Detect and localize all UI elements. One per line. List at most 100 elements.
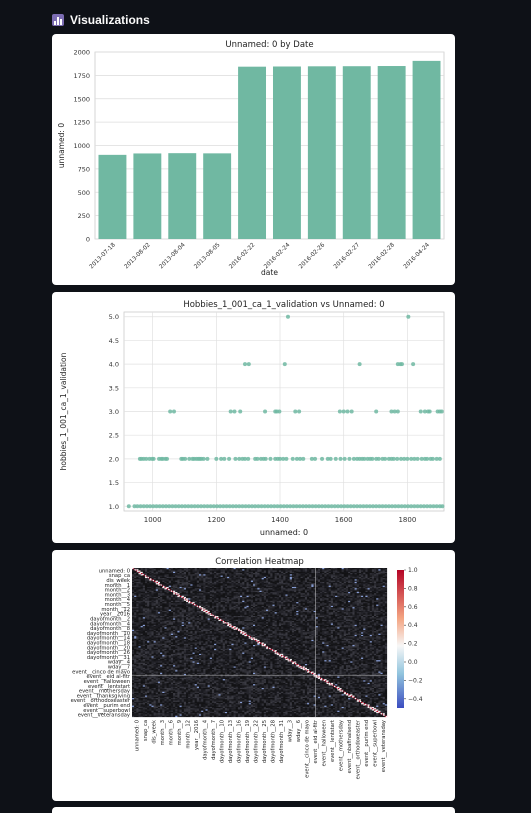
data-point	[338, 410, 342, 414]
y-tick-label: 750	[78, 165, 90, 173]
bar	[308, 66, 336, 239]
data-point	[400, 362, 404, 366]
heatmap-col-label: event__purim end	[364, 720, 370, 767]
y-tick-label: 2000	[73, 49, 90, 57]
heatmap-col-label: event__nbafinalsend	[347, 720, 353, 773]
data-point	[395, 457, 399, 461]
colorbar-tick-label: −0.4	[408, 696, 423, 703]
data-point	[416, 457, 420, 461]
data-point	[247, 362, 251, 366]
x-tick-label: 2013-08-02	[124, 242, 152, 270]
x-tick-label: 2016-02-22	[228, 242, 256, 270]
y-tick-label: 4.0	[109, 361, 119, 369]
x-tick-label: 1000	[144, 516, 162, 524]
y-tick-label: 1500	[73, 95, 90, 103]
data-point	[334, 457, 338, 461]
data-point	[222, 457, 226, 461]
y-tick-label: 1750	[73, 72, 90, 80]
bar	[273, 66, 301, 239]
x-tick-label: 1600	[335, 516, 353, 524]
x-tick-label: 2016-02-24	[263, 242, 291, 270]
data-point	[346, 410, 350, 414]
data-point	[301, 457, 305, 461]
y-tick-label: 5.0	[109, 313, 119, 321]
heatmap-col-label: event__mothersday	[338, 720, 344, 771]
data-point	[277, 410, 281, 414]
data-point	[313, 457, 317, 461]
data-point	[320, 457, 324, 461]
y-axis-label: unnamed: 0	[57, 123, 66, 168]
x-tick-label: 2016-02-28	[368, 242, 396, 270]
y-tick-label: 1250	[73, 119, 90, 127]
x-tick-label: 1400	[271, 516, 289, 524]
data-point	[227, 457, 231, 461]
heatmap-col-label: event__orthodoxeaster	[355, 719, 361, 779]
data-point	[347, 457, 351, 461]
data-point	[238, 410, 242, 414]
y-tick-label: 250	[78, 212, 90, 220]
data-point	[183, 457, 187, 461]
data-point	[229, 410, 233, 414]
colorbar-tick-label: 0.6	[408, 604, 418, 611]
bar-chart-icon	[52, 14, 64, 26]
data-point	[405, 457, 409, 461]
colorbar-tick-label: 0.8	[408, 585, 418, 592]
heatmap-col-label: dayofmonth__22	[253, 720, 259, 763]
data-point	[419, 410, 423, 414]
data-point	[283, 362, 287, 366]
data-point	[374, 410, 378, 414]
heatmap-col-label: event__cinco de mayo	[304, 720, 310, 778]
heatmap-col-label: dayofmonth__19	[245, 720, 251, 763]
data-point	[440, 410, 444, 414]
heatmap-col-label: snap_ca	[143, 720, 149, 741]
bar	[343, 66, 371, 239]
data-point	[165, 457, 169, 461]
data-point	[286, 315, 290, 319]
data-point	[268, 457, 272, 461]
correlation-heatmap: unnamed: 0snap_cadis_weekmonth__1month__…	[52, 550, 455, 801]
x-tick-label: 1200	[207, 516, 225, 524]
x-tick-label: 2016-02-27	[333, 242, 361, 270]
data-point	[233, 457, 237, 461]
heatmap-col-label: dayofmonth__4	[202, 719, 208, 760]
y-tick-label: 3.0	[109, 408, 119, 416]
data-point	[396, 410, 400, 414]
data-point	[411, 362, 415, 366]
data-point	[377, 457, 381, 461]
data-point	[255, 457, 259, 461]
heatmap-col-label: wday__3	[287, 720, 293, 742]
data-point	[284, 457, 288, 461]
data-point	[214, 457, 218, 461]
data-point	[425, 457, 429, 461]
data-point	[383, 457, 387, 461]
x-axis-label: unnamed: 0	[260, 528, 308, 537]
bar	[413, 61, 441, 239]
data-point	[428, 410, 432, 414]
section-header: Visualizations	[52, 10, 150, 30]
data-point	[168, 410, 172, 414]
heatmap-col-label: dayofmonth__31	[279, 720, 285, 763]
y-tick-label: 3.5	[109, 384, 119, 392]
data-point	[263, 410, 267, 414]
data-point	[202, 457, 206, 461]
bar	[378, 66, 406, 239]
heatmap-col-label: dayofmonth__16	[236, 720, 242, 763]
data-point	[205, 457, 209, 461]
data-point	[438, 457, 442, 461]
heatmap-col-label: event__halloween	[321, 720, 327, 766]
data-point	[339, 457, 343, 461]
data-point	[291, 457, 295, 461]
heatmap-col-label: month__3	[160, 720, 166, 745]
bar	[203, 153, 231, 239]
data-point	[392, 457, 396, 461]
x-tick-label: 2016-04-24	[403, 242, 431, 270]
chart-title: Correlation Heatmap	[215, 557, 304, 567]
colorbar-tick-label: 1.0	[408, 567, 418, 574]
x-tick-label: 2013-08-04	[159, 242, 187, 270]
heatmap-col-label: dayofmonth__13	[228, 720, 234, 763]
data-point	[243, 362, 247, 366]
